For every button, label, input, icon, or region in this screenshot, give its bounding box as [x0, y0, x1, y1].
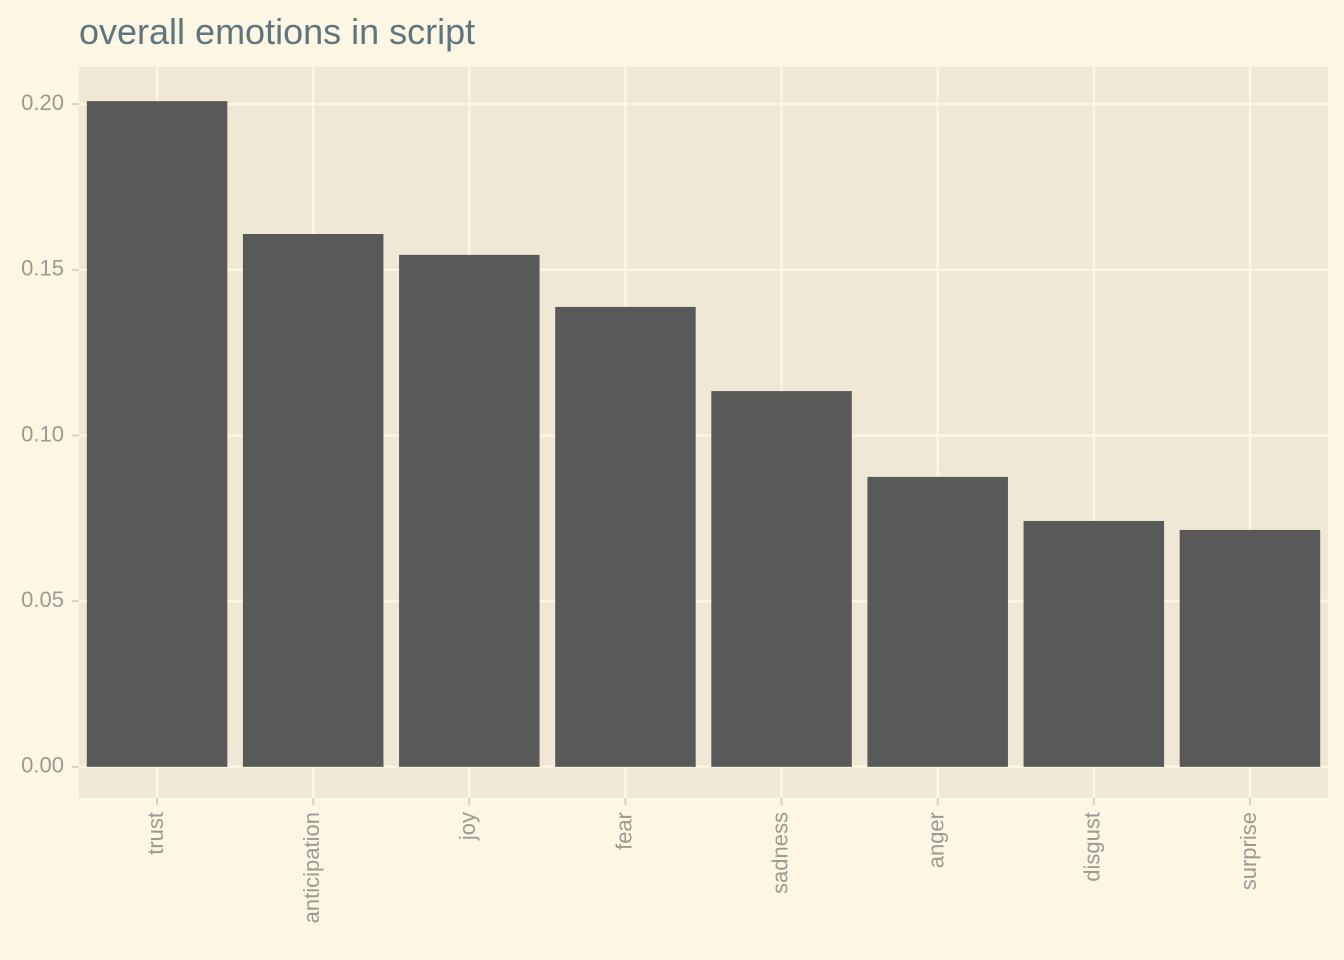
- x-tick-label: anger: [924, 812, 949, 868]
- x-tick-label: trust: [143, 812, 168, 855]
- bar: [399, 254, 540, 767]
- chart-title: overall emotions in script: [79, 11, 475, 52]
- bar: [711, 391, 852, 767]
- x-tick-label: anticipation: [299, 812, 324, 923]
- y-tick-label: 0.10: [21, 421, 64, 446]
- x-tick-label: joy: [455, 812, 480, 841]
- bar: [867, 476, 1008, 767]
- bar: [1023, 520, 1165, 767]
- bar: [555, 306, 696, 767]
- bar: [242, 234, 384, 767]
- y-tick-label: 0.00: [21, 753, 64, 778]
- bar: [86, 101, 228, 767]
- x-tick-label: surprise: [1236, 812, 1261, 890]
- y-tick-label: 0.15: [21, 256, 64, 281]
- y-tick-label: 0.20: [21, 90, 64, 115]
- x-tick-label: sadness: [767, 812, 792, 894]
- y-tick-label: 0.05: [21, 587, 64, 612]
- x-tick-label: disgust: [1080, 812, 1105, 882]
- bar: [1179, 529, 1321, 767]
- x-tick-label: fear: [611, 812, 636, 850]
